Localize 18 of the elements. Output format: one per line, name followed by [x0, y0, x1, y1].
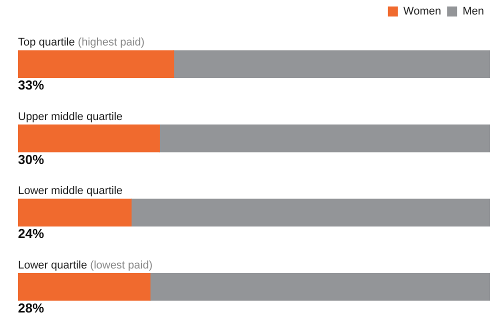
bar [159, 124, 490, 152]
bar [130, 198, 490, 226]
data-label: 24% [18, 226, 44, 242]
bar [18, 273, 150, 301]
y-tick-label: Top quartile (highest paid) [18, 36, 145, 49]
legend-label: Men [462, 6, 484, 18]
bar [18, 50, 174, 78]
y-tick-label: Upper middle quartile [18, 110, 123, 123]
bar [173, 50, 490, 78]
data-label: 30% [18, 152, 44, 167]
y-tick-label: Lower middle quartile [18, 185, 123, 198]
bar [18, 124, 160, 152]
data-label: 28% [18, 300, 44, 316]
bar [150, 273, 490, 301]
bar [18, 198, 132, 226]
y-tick-label: Lower quartile (lowest paid) [18, 259, 153, 272]
data-label: 33% [18, 78, 44, 93]
legend-label: Women [403, 6, 442, 18]
